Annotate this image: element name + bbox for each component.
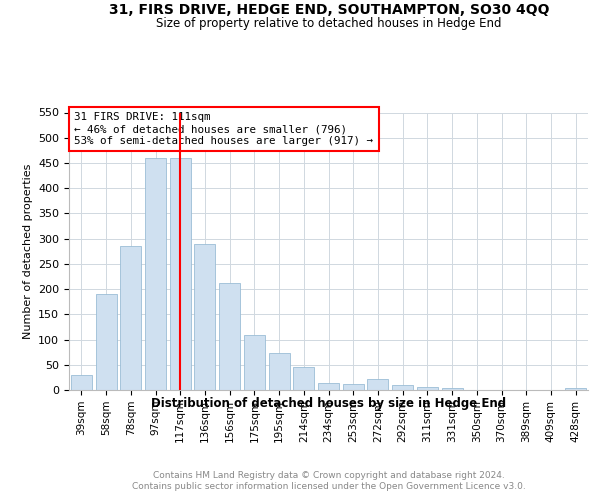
Bar (293, 367, 314, 390)
Text: Contains HM Land Registry data © Crown copyright and database right 2024.: Contains HM Land Registry data © Crown c… (153, 471, 505, 480)
Text: Distribution of detached houses by size in Hedge End: Distribution of detached houses by size … (151, 398, 506, 410)
Bar (219, 282, 240, 390)
Bar (269, 353, 290, 390)
Bar (95, 294, 116, 390)
Y-axis label: Number of detached properties: Number of detached properties (23, 164, 32, 339)
Bar (120, 246, 141, 390)
Bar (318, 383, 339, 390)
Text: Contains public sector information licensed under the Open Government Licence v3: Contains public sector information licen… (132, 482, 526, 491)
Bar (442, 388, 463, 390)
Bar (367, 379, 388, 390)
Bar (194, 244, 215, 390)
Text: Size of property relative to detached houses in Hedge End: Size of property relative to detached ho… (156, 17, 502, 30)
Bar (170, 158, 191, 390)
Text: 31, FIRS DRIVE, HEDGE END, SOUTHAMPTON, SO30 4QQ: 31, FIRS DRIVE, HEDGE END, SOUTHAMPTON, … (109, 2, 549, 16)
Bar (392, 386, 413, 390)
Bar (145, 158, 166, 390)
Bar (565, 388, 586, 390)
Bar (417, 388, 438, 390)
Bar (71, 375, 92, 390)
Bar (244, 334, 265, 390)
Bar (343, 384, 364, 390)
Text: 31 FIRS DRIVE: 111sqm
← 46% of detached houses are smaller (796)
53% of semi-det: 31 FIRS DRIVE: 111sqm ← 46% of detached … (74, 112, 373, 146)
